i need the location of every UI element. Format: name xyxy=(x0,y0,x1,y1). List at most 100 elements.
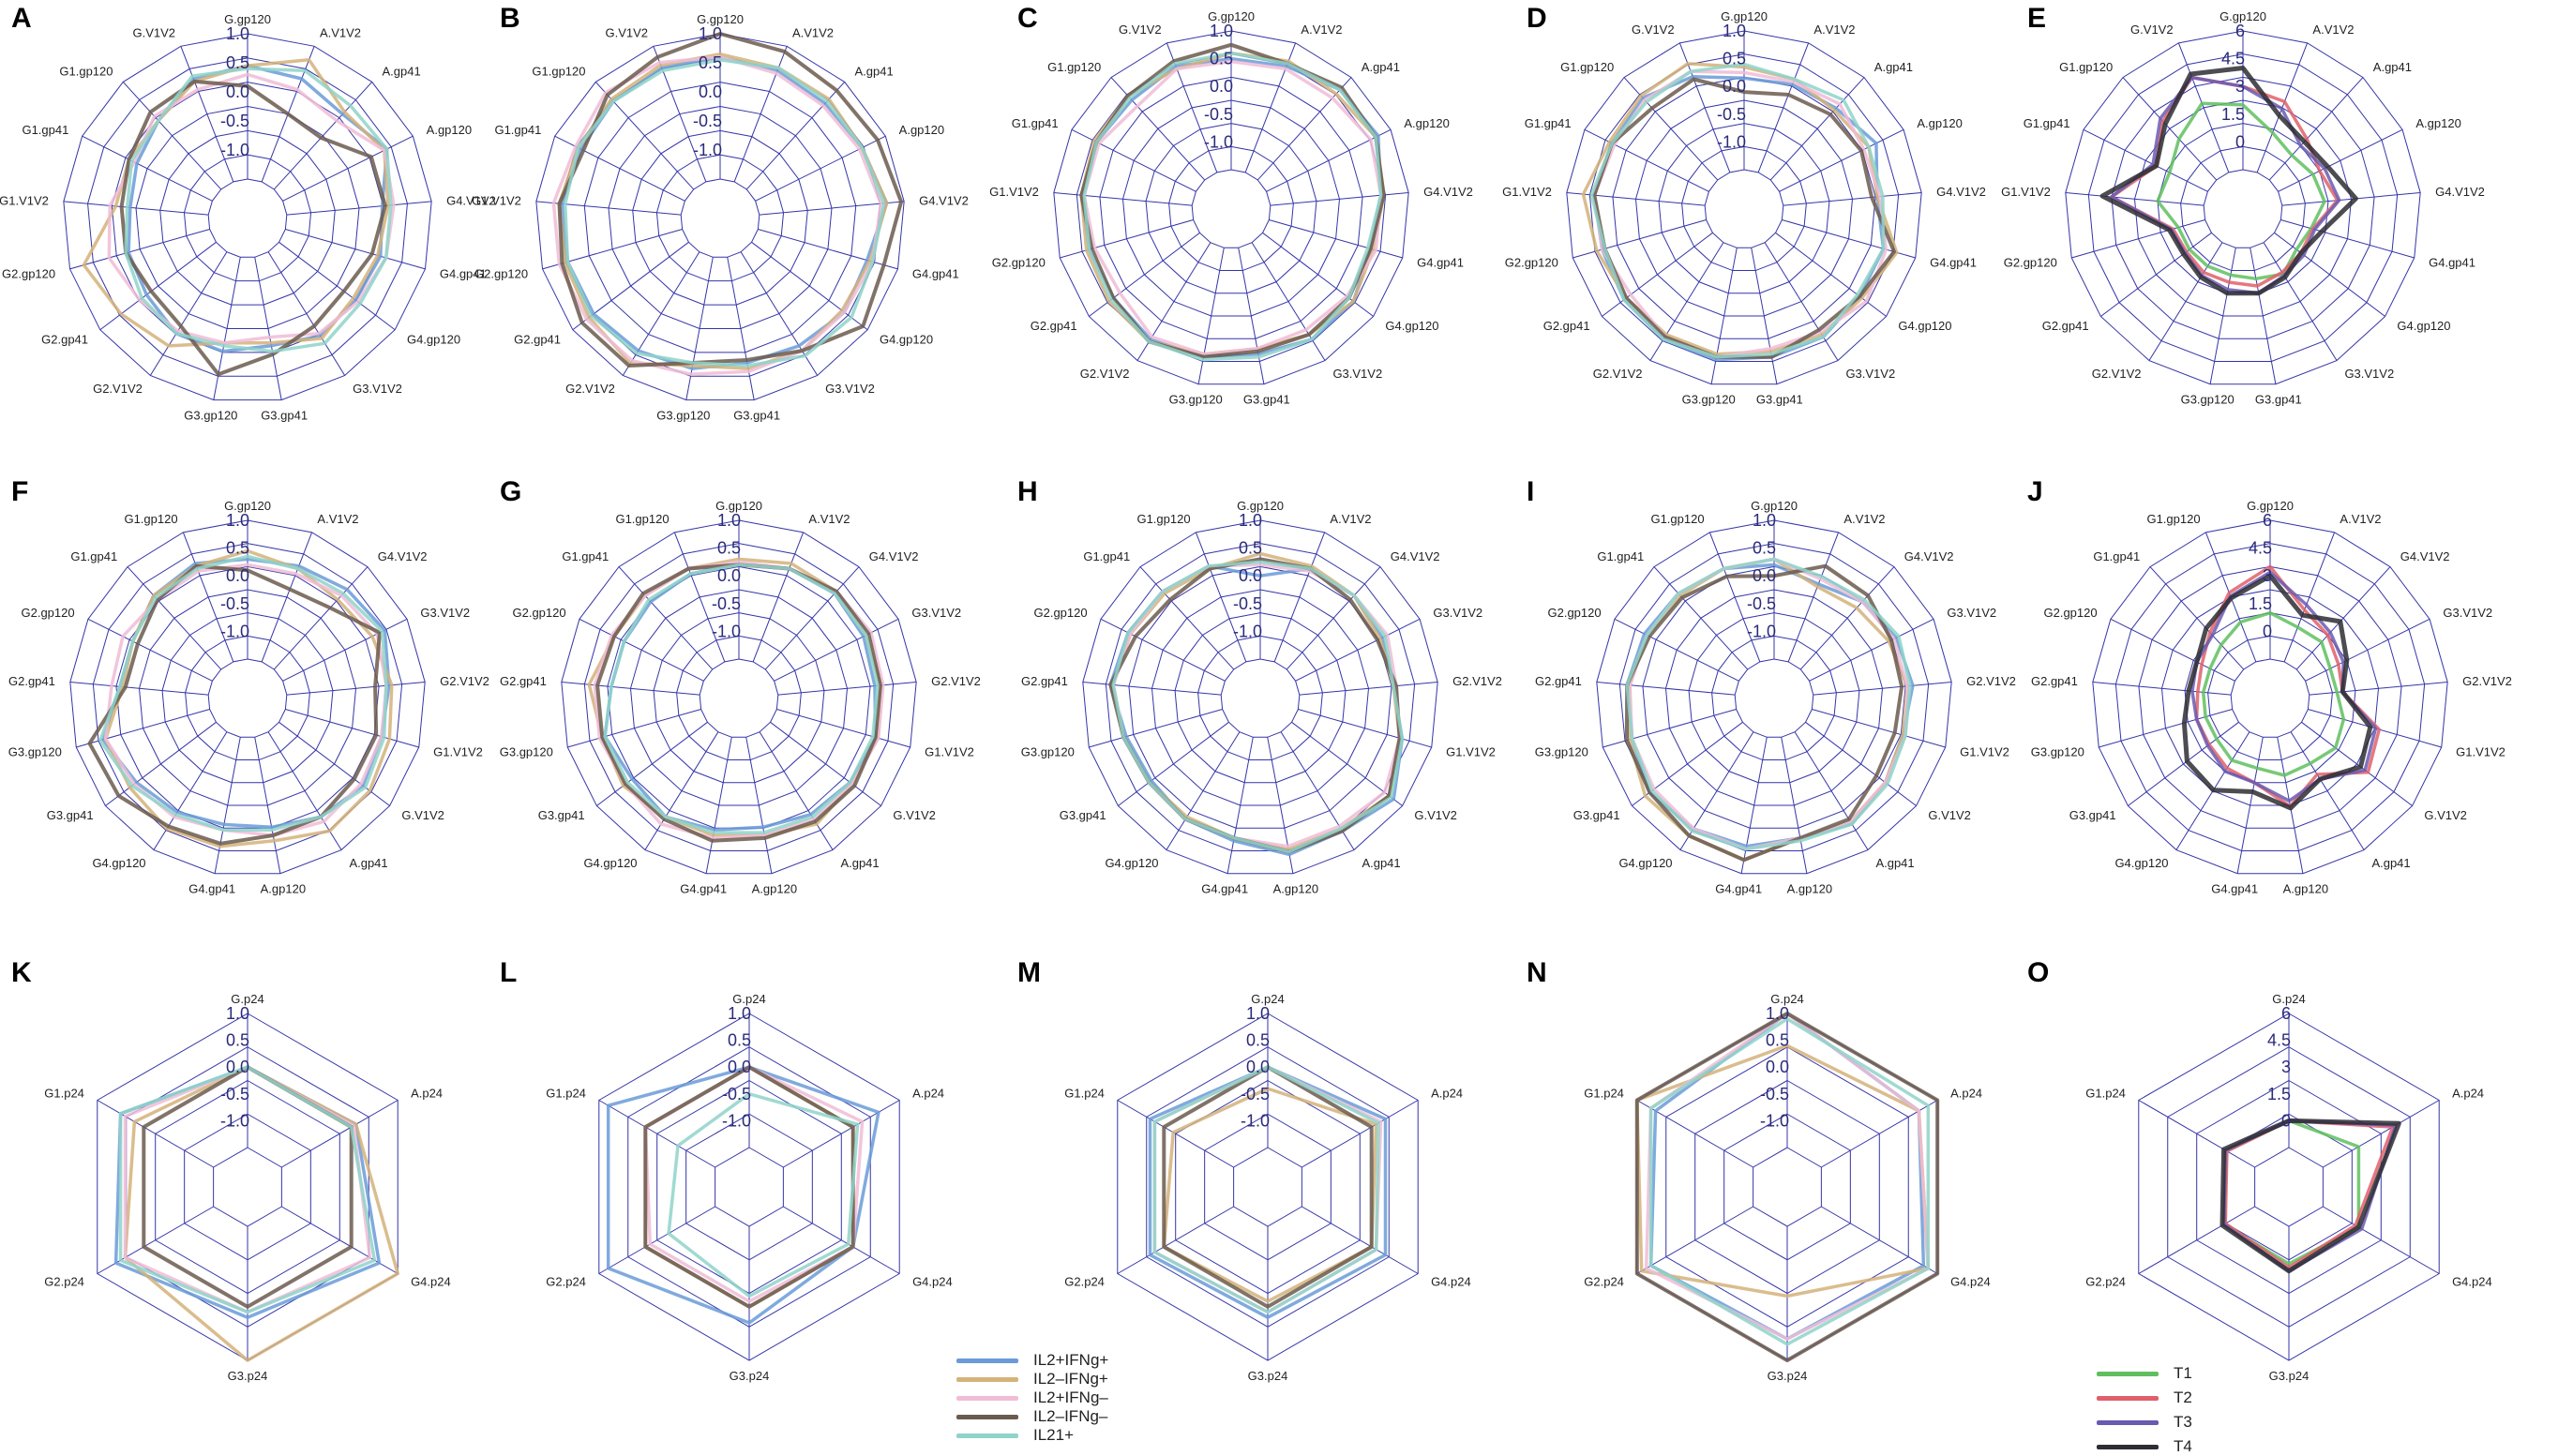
axis-label: G2.gp41 xyxy=(2042,319,2089,333)
axis-label: G4.p24 xyxy=(1431,1275,1471,1289)
grid-spoke xyxy=(1636,1206,1753,1274)
legend-swatch xyxy=(956,1377,1018,1382)
axis-label: G2.p24 xyxy=(1584,1275,1624,1289)
tick-label: 0.5 xyxy=(1210,50,1233,68)
tick-label: -0.5 xyxy=(220,112,249,130)
grid-ring xyxy=(1220,658,1301,738)
grid-spoke xyxy=(1653,566,1749,670)
axis-label: G.gp120 xyxy=(1237,499,1284,513)
axis-label: G3.gp41 xyxy=(1060,808,1106,822)
axis-label: G.V1V2 xyxy=(1414,808,1457,822)
grid-spoke xyxy=(82,135,213,202)
axis-label: A.gp41 xyxy=(1362,60,1400,74)
grid-spoke xyxy=(1596,681,1736,696)
series-line-4 xyxy=(1624,563,1904,863)
tick-label: 0.5 xyxy=(226,1031,249,1050)
grid-spoke xyxy=(1273,532,1326,663)
grid-ring xyxy=(1618,543,1930,852)
grid-ring xyxy=(676,635,802,761)
grid-spoke xyxy=(285,229,426,270)
grid-ring xyxy=(608,105,833,329)
grid-spoke xyxy=(598,1206,715,1274)
grid-ring xyxy=(2092,519,2448,875)
grid-spoke xyxy=(1262,232,1374,317)
axis-label: G2.V1V2 xyxy=(2462,674,2512,688)
radar-panel-j: J G.gp120 A.V1V2 G4.V1V2 G3.V1V2 G2.V1V2 G1.V1… xyxy=(2027,476,2512,895)
axis-label: G3.gp41 xyxy=(1243,392,1290,406)
legend-entry: IL21+ xyxy=(956,1426,1200,1445)
tick-label: 6 xyxy=(2281,1004,2291,1023)
tick-label: 1.5 xyxy=(2221,105,2245,124)
axis-label: A.gp41 xyxy=(854,65,893,79)
axis-label: G3.gp120 xyxy=(184,408,237,422)
axis-label: G2.gp41 xyxy=(500,674,547,688)
axis-label: A.gp120 xyxy=(2415,116,2460,130)
grid-spoke xyxy=(1299,681,1438,696)
axis-label: A.p24 xyxy=(411,1087,443,1101)
grid-spoke xyxy=(1781,737,1808,874)
grid-ring xyxy=(2207,635,2333,761)
grid-spoke xyxy=(1572,219,1707,259)
grid-spoke xyxy=(2138,1100,2255,1168)
grid-spoke xyxy=(755,135,886,202)
grid-spoke xyxy=(278,241,396,331)
panel-label: I xyxy=(1527,476,1534,507)
axis-label: G1.gp41 xyxy=(70,549,117,563)
axis-label: G4.p24 xyxy=(2452,1275,2492,1289)
axis-label: A.gp41 xyxy=(840,856,879,870)
series-line-4 xyxy=(595,563,882,843)
series-line-5 xyxy=(1082,51,1383,362)
tick-label: 0.0 xyxy=(226,566,249,585)
series-line-3 xyxy=(551,55,883,376)
axis-label: G1.gp120 xyxy=(1560,60,1614,74)
grid-spoke xyxy=(1166,731,1241,850)
tick-label: 1.5 xyxy=(2267,1085,2291,1103)
axis-label: G.V1V2 xyxy=(893,808,936,822)
axis-label: G1.gp120 xyxy=(615,512,669,526)
axis-label: G2.gp41 xyxy=(1543,319,1590,333)
series-line-3 xyxy=(1111,563,1402,848)
tick-label: -1.0 xyxy=(220,622,249,640)
grid-spoke xyxy=(267,251,346,376)
grid-spoke xyxy=(2323,1206,2440,1274)
panel-label: F xyxy=(11,476,28,507)
grid-spoke xyxy=(618,566,714,670)
tick-label: 1.0 xyxy=(717,511,741,530)
grid-spoke xyxy=(596,721,708,806)
tick-label: 1.0 xyxy=(1246,1004,1270,1023)
axis-label: A.gp120 xyxy=(261,881,306,895)
grid-spoke xyxy=(69,229,210,270)
grid-spoke xyxy=(1117,1206,1234,1274)
grid-ring xyxy=(1753,1147,1822,1227)
tick-label: 0.5 xyxy=(717,539,741,558)
grid-spoke xyxy=(69,681,209,696)
axis-label: G1.V1V2 xyxy=(989,185,1039,199)
axis-label: G.p24 xyxy=(1251,992,1284,1006)
tick-label: -0.5 xyxy=(712,594,741,613)
grid-spoke xyxy=(2274,232,2385,317)
grid-spoke xyxy=(758,229,898,270)
series-line-1 xyxy=(2156,101,2326,281)
axis-label: G4.gp120 xyxy=(1618,856,1672,870)
tick-label: 6 xyxy=(2263,511,2272,530)
grid-spoke xyxy=(1089,709,1223,748)
radar-panel-m: M G.p24 A.p24 G4.p24 G3.p24 G2.p24 G1.p24 1.0 0.… xyxy=(1017,957,1471,1383)
grid-spoke xyxy=(286,681,426,696)
axis-label: G.p24 xyxy=(2272,992,2305,1006)
axis-label: G4.gp41 xyxy=(2429,255,2475,269)
grid-spoke xyxy=(1110,77,1206,181)
axis-label: G1.gp41 xyxy=(494,123,541,137)
axis-label: G3.p24 xyxy=(1768,1369,1808,1383)
panel-label: A xyxy=(11,3,32,34)
grid-spoke xyxy=(127,566,222,670)
grid-ring xyxy=(1711,635,1837,761)
grid-spoke xyxy=(1295,618,1421,682)
legend-entry: IL2–IFNg– xyxy=(956,1407,1200,1426)
grid-spoke xyxy=(1060,219,1194,259)
grid-spoke xyxy=(273,566,369,670)
axis-label: A.gp41 xyxy=(382,65,420,79)
grid-ring xyxy=(135,105,360,329)
axis-label: G.gp120 xyxy=(2219,9,2266,23)
axis-label: G3.gp120 xyxy=(500,744,553,758)
